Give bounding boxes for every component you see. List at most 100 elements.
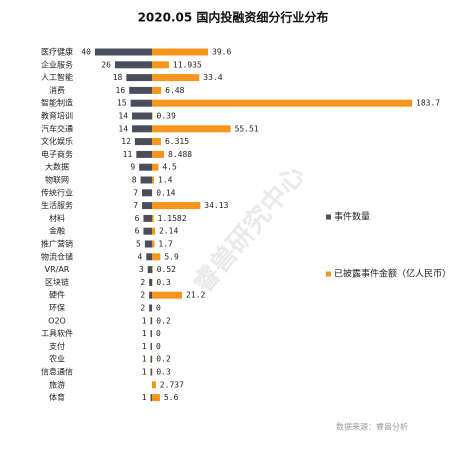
bar	[151, 394, 152, 401]
bar	[132, 113, 152, 120]
value-label: 0.2	[156, 316, 171, 325]
bar	[152, 87, 161, 94]
value-label: 1	[142, 342, 147, 351]
bar	[146, 253, 152, 260]
value-label: 1	[142, 329, 147, 338]
value-label: 21.2	[186, 291, 205, 300]
bar	[152, 138, 161, 145]
bar	[95, 49, 152, 56]
value-label: 5.6	[164, 393, 179, 402]
value-label: 2	[140, 304, 145, 313]
value-label: 5.9	[164, 252, 179, 261]
category-label: 体育	[49, 392, 65, 402]
value-label: 6	[135, 227, 140, 236]
value-label: 1	[142, 393, 147, 402]
value-label: 6	[135, 214, 140, 223]
value-label: 0.14	[156, 188, 175, 197]
value-label: 8.488	[168, 150, 192, 159]
category-label: 人工智能	[41, 72, 73, 82]
bar	[149, 292, 152, 299]
bar	[152, 125, 231, 132]
bar	[115, 61, 152, 68]
bar	[152, 215, 154, 222]
value-label: 1.7	[158, 240, 173, 249]
bar	[143, 228, 152, 235]
value-label: 7	[133, 188, 138, 197]
category-label: 汽车交通	[41, 123, 73, 133]
value-label: 11	[123, 150, 133, 159]
value-label: 0.39	[157, 112, 176, 121]
category-label: 教育培训	[41, 111, 73, 121]
value-label: 14	[118, 112, 128, 121]
bar	[148, 266, 152, 273]
category-label: 旅游	[49, 379, 65, 389]
bar	[141, 177, 152, 184]
value-label: 0.52	[157, 265, 176, 274]
category-label: 消费	[49, 85, 65, 95]
legend-swatch	[326, 215, 331, 220]
category-label: 电子商务	[41, 149, 73, 159]
value-label: 0	[156, 329, 161, 338]
bar	[136, 151, 152, 158]
value-label: 11.935	[173, 60, 202, 69]
bar	[152, 49, 208, 56]
category-label: VR/AR	[45, 265, 70, 274]
value-label: 8	[132, 176, 137, 185]
legend-label: 已披露事件金额（亿人民币）	[334, 268, 451, 280]
value-label: 1	[142, 368, 147, 377]
value-label: 2	[140, 278, 145, 287]
bar	[152, 292, 182, 299]
value-label: 183.7	[416, 99, 440, 108]
value-label: 2.14	[159, 227, 178, 236]
category-label: 支付	[49, 341, 65, 351]
bar	[151, 317, 152, 324]
value-label: 7	[133, 201, 138, 210]
bar	[152, 164, 158, 171]
category-label: 医疗健康	[41, 47, 73, 57]
value-label: 40	[81, 48, 91, 57]
category-label: 文化娱乐	[41, 136, 73, 146]
value-label: 34.13	[204, 201, 228, 210]
value-label: 4	[137, 252, 142, 261]
bar	[139, 164, 152, 171]
value-label: 6.48	[165, 86, 184, 95]
category-label: 金融	[49, 226, 65, 236]
value-label: 9	[130, 163, 135, 172]
legend-swatch	[326, 272, 331, 277]
value-label: 5	[136, 240, 141, 249]
bar	[152, 100, 412, 107]
bar	[152, 394, 160, 401]
bar	[152, 253, 160, 260]
category-label: 区块链	[45, 277, 69, 287]
bar	[142, 189, 152, 196]
category-label: 物流仓储	[41, 251, 73, 261]
category-label: 传统行业	[41, 187, 73, 197]
bar	[152, 266, 153, 273]
bar	[152, 202, 200, 209]
value-label: 2	[140, 291, 145, 300]
category-label: 物联网	[45, 175, 69, 185]
value-label: 18	[113, 73, 123, 82]
value-label: 33.4	[203, 73, 222, 82]
bar	[152, 151, 164, 158]
bar	[151, 356, 152, 363]
value-label: 0.2	[156, 355, 171, 364]
bar	[152, 61, 169, 68]
source: 数据来源：睿兽分析	[336, 422, 408, 432]
category-label: 推广营销	[41, 239, 73, 249]
value-label: 55.51	[235, 124, 259, 133]
category-label: 工具软件	[41, 328, 73, 338]
value-label: 26	[101, 60, 111, 69]
category-label: 材料	[49, 213, 65, 223]
legend-label: 事件数量	[334, 211, 370, 223]
bar	[149, 279, 152, 286]
category-label: 硬件	[49, 290, 65, 300]
bar	[152, 381, 156, 388]
bar	[131, 100, 152, 107]
value-label: 0.3	[156, 278, 171, 287]
value-label: 6.315	[165, 137, 189, 146]
bar	[149, 305, 152, 312]
bar	[143, 215, 152, 222]
value-label: 16	[116, 86, 126, 95]
